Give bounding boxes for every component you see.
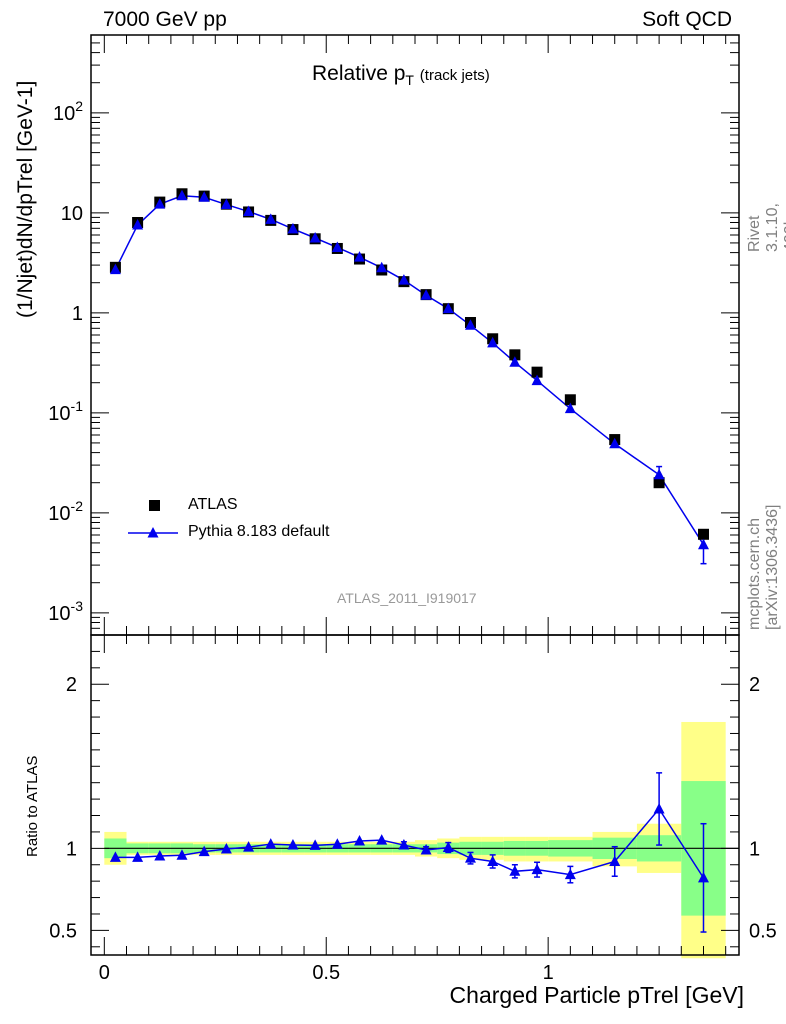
plot-title-note: (track jets)	[419, 67, 490, 84]
pythia-point	[287, 222, 299, 234]
pythia-point	[564, 402, 576, 414]
main-y-tick-label: 10	[61, 203, 83, 225]
main-y-axis-label: (1/Njet)dN/dpTrel [GeV-1]	[14, 80, 37, 318]
pythia-point	[109, 263, 121, 275]
ratio-y-tick-label-left: 1	[66, 838, 77, 860]
ratio-point	[398, 839, 410, 850]
main-y-tick-label: 10-1	[48, 398, 83, 425]
ratio-point	[287, 839, 299, 850]
atlas-point	[509, 349, 521, 361]
header-right-label: Soft QCD	[642, 8, 732, 31]
ratio-point	[376, 834, 388, 845]
ratio-y-tick-label-left: 2	[66, 674, 77, 696]
pythia-point	[398, 274, 410, 285]
ratio-point	[109, 851, 121, 862]
ratio-point	[354, 834, 366, 846]
atlas-point	[531, 366, 543, 378]
analysis-watermark: ATLAS_2011_I919017	[337, 590, 477, 606]
pythia-point	[464, 319, 476, 330]
pythia-point	[243, 205, 255, 217]
ratio-point	[487, 855, 499, 866]
atlas-point	[564, 394, 576, 406]
mcplots-reference-label: mcplots.cern.ch [arXiv:1306.3436]	[746, 504, 781, 630]
pythia-point	[309, 231, 321, 243]
pythia-point	[653, 468, 665, 480]
pythia-point	[697, 538, 709, 550]
ratio-y-tick-label-right: 1	[749, 838, 760, 860]
ratio-panel-frame	[90, 634, 740, 956]
rivet-info-label: Rivet 3.1.10, 400k events	[746, 203, 786, 252]
ratio-line	[115, 807, 705, 879]
ratio-point	[132, 851, 144, 862]
pythia-point	[442, 302, 454, 314]
ratio-point	[609, 855, 621, 866]
ratio-point	[331, 838, 343, 849]
pythia-point	[376, 261, 388, 273]
ratio-point	[442, 841, 454, 853]
ratio-point	[198, 845, 210, 857]
pythia-point	[176, 189, 188, 201]
legend-atlas-marker	[149, 500, 160, 511]
pythia-point	[198, 191, 210, 202]
pythia-point	[531, 374, 543, 386]
ratio-point	[420, 843, 432, 855]
main-y-tick-label: 10-3	[48, 598, 83, 625]
ratio-point	[697, 871, 709, 883]
legend-label-atlas: ATLAS	[188, 496, 238, 513]
ratio-point	[464, 852, 476, 863]
pythia-line	[114, 195, 705, 546]
ratio-x-tick-label: 1	[543, 962, 554, 984]
pythia-point	[354, 251, 366, 262]
pythia-point	[331, 241, 343, 252]
ratio-x-tick-label: 0.5	[312, 962, 340, 984]
ratio-point	[309, 839, 321, 850]
header-left-label: 7000 GeV pp	[103, 8, 227, 31]
plot-title-main: Relative p	[312, 62, 406, 85]
main-panel-frame	[90, 34, 740, 636]
ratio-point	[564, 868, 576, 880]
pythia-point	[509, 356, 521, 367]
ratio-point	[653, 802, 665, 814]
pythia-point	[487, 336, 499, 348]
ratio-point	[154, 850, 166, 861]
plot-title: Relative pT (track jets)	[312, 62, 490, 88]
ratio-point	[243, 841, 255, 852]
ratio-point	[265, 838, 277, 849]
ratio-point	[531, 863, 543, 875]
plot-title-sub: T	[405, 72, 414, 89]
ratio-y-axis-label: Ratio to ATLAS	[24, 755, 41, 857]
ratio-y-tick-label-right: 0.5	[749, 920, 777, 942]
ratio-y-tick-label-right: 2	[749, 674, 760, 696]
pythia-point	[154, 198, 166, 209]
pythia-point	[265, 213, 277, 224]
ratio-point	[509, 865, 521, 876]
x-axis-label: Charged Particle pTrel [GeV]	[449, 982, 744, 1008]
pythia-point	[132, 219, 144, 230]
atlas-point	[697, 528, 709, 540]
ratio-point	[220, 842, 232, 854]
ratio-point	[176, 849, 188, 860]
pythia-point	[420, 289, 432, 300]
ratio-x-tick-label: 0	[99, 962, 110, 984]
ratio-y-tick-label-left: 0.5	[49, 920, 77, 942]
pythia-point	[609, 437, 621, 449]
main-y-tick-label: 102	[53, 98, 83, 125]
main-y-tick-label: 10-2	[48, 498, 83, 525]
pythia-point	[220, 198, 232, 210]
atlas-point	[653, 477, 665, 489]
main-y-tick-label: 1	[72, 303, 83, 325]
legend-pythia-marker	[147, 527, 159, 538]
legend-label-pythia: Pythia 8.183 default	[188, 523, 330, 540]
